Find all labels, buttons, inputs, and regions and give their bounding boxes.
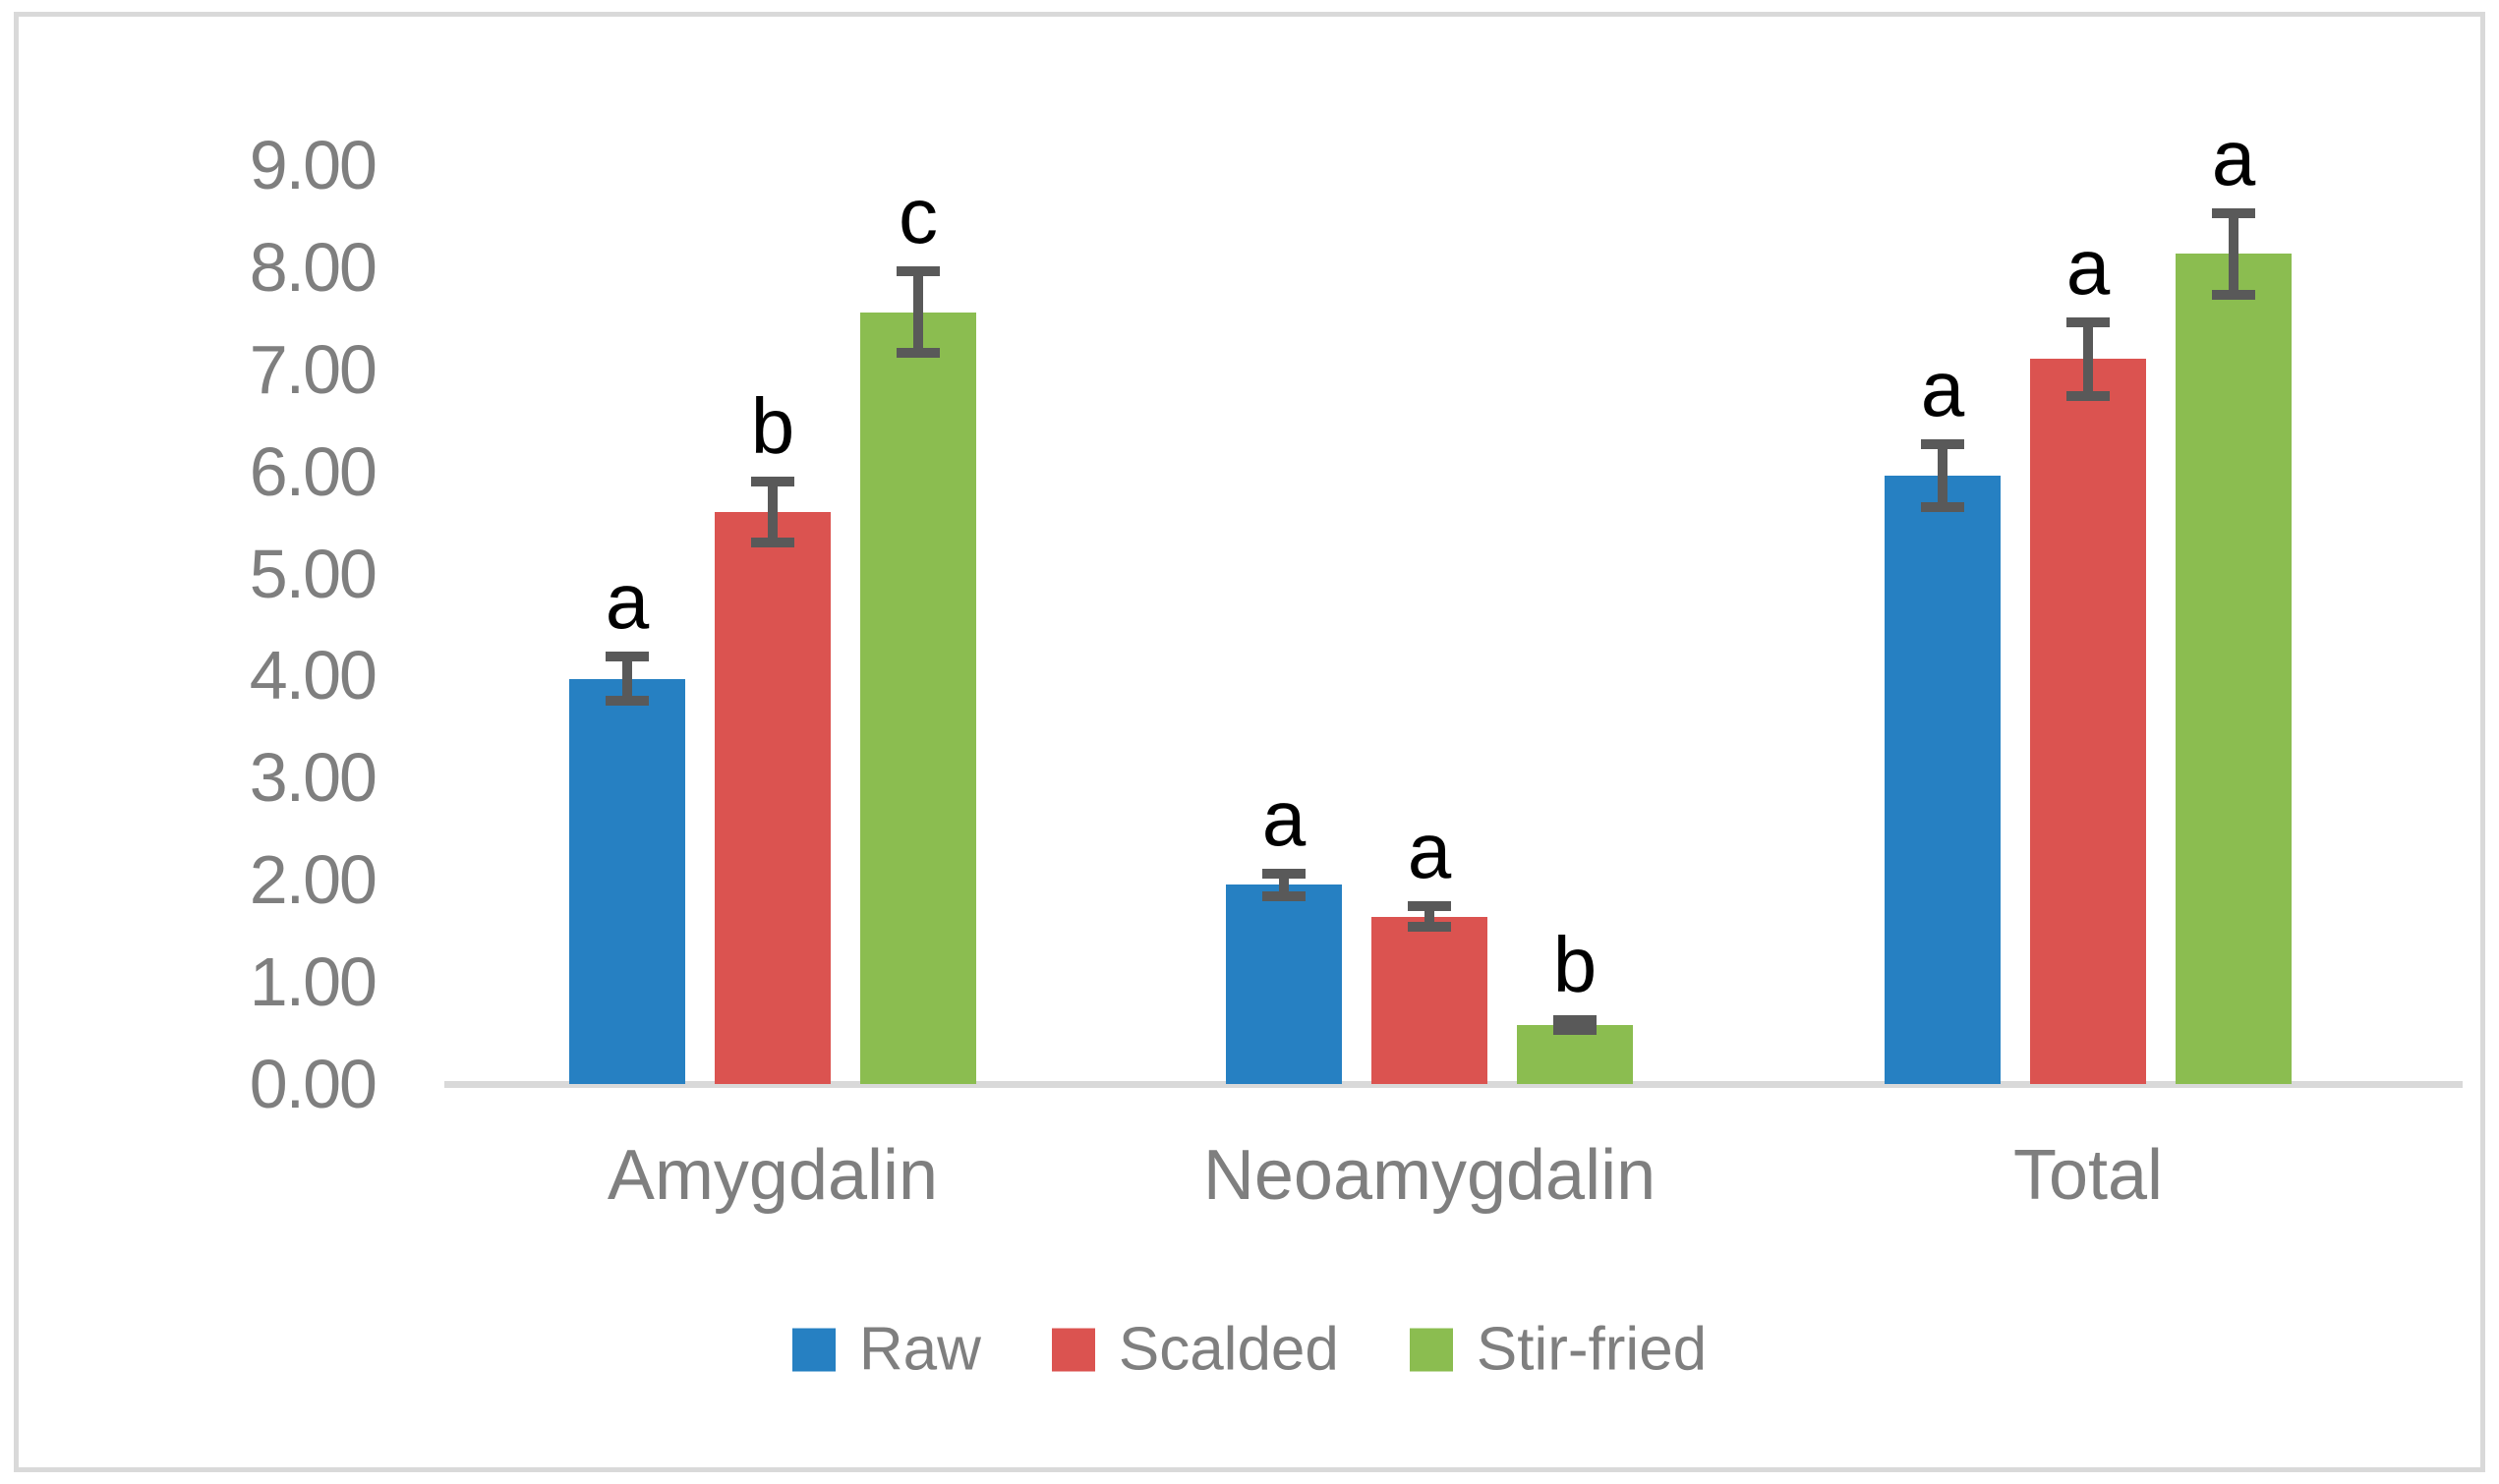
error-bar-line — [1570, 1019, 1580, 1030]
error-bar-line — [1938, 443, 1947, 507]
y-tick-label: 0.00 — [249, 1046, 378, 1122]
error-bar-line — [2229, 212, 2238, 295]
error-bar-line — [2083, 321, 2093, 396]
error-bar-line — [1279, 873, 1289, 896]
legend-label: Stir-fried — [1476, 1315, 1708, 1384]
significance-letter: a — [605, 556, 650, 645]
error-bar-cap-bottom — [1553, 1024, 1597, 1035]
error-bar-cap-top — [1921, 438, 1964, 449]
significance-letter: a — [1407, 807, 1452, 895]
error-bar-cap-bottom — [2212, 289, 2255, 300]
bar-stir-fried-total — [2176, 254, 2292, 1084]
y-tick-label: 4.00 — [249, 637, 378, 714]
y-tick-label: 1.00 — [249, 943, 378, 1021]
x-axis-line — [444, 1081, 2463, 1088]
bar-stir-fried-amygdalin — [860, 312, 976, 1084]
significance-letter: a — [1261, 773, 1307, 862]
y-tick-label: 9.00 — [249, 126, 378, 203]
y-tick-label: 8.00 — [249, 228, 378, 306]
legend-item-scalded: Scalded — [1051, 1315, 1339, 1385]
legend: Raw Scalded Stir-fried — [0, 1315, 2499, 1385]
legend-swatch-scalded — [1051, 1328, 1095, 1371]
error-bar-cap-bottom — [1262, 890, 1306, 901]
significance-letter: a — [1920, 344, 1965, 432]
legend-swatch-stir-fried — [1409, 1328, 1453, 1371]
error-bar-cap-bottom — [1408, 921, 1451, 932]
error-bar-line — [622, 656, 632, 702]
error-bar-cap-top — [606, 651, 649, 661]
error-bar-cap-top — [1262, 868, 1306, 879]
error-bar-line — [913, 270, 923, 354]
y-tick-label: 3.00 — [249, 739, 378, 817]
bar-scalded-amygdalin — [715, 512, 831, 1084]
error-bar-cap-top — [2212, 207, 2255, 218]
significance-letter: b — [750, 381, 795, 470]
category-label-total: Total — [2012, 1136, 2164, 1215]
error-bar-cap-top — [1408, 901, 1451, 912]
significance-letter: c — [899, 171, 938, 259]
error-bar-cap-bottom — [897, 348, 940, 359]
error-bar-cap-top — [1553, 1014, 1597, 1025]
error-bar-cap-bottom — [2066, 390, 2110, 401]
category-label-amygdalin: Amygdalin — [607, 1136, 939, 1215]
legend-label: Scalded — [1118, 1315, 1339, 1384]
y-tick-label: 6.00 — [249, 432, 378, 510]
category-label-neoamygdalin: Neoamygdalin — [1202, 1136, 1656, 1215]
error-bar-cap-top — [751, 476, 794, 486]
legend-item-stir-fried: Stir-fried — [1409, 1315, 1708, 1385]
bar-raw-neoamygdalin — [1226, 885, 1342, 1084]
bar-raw-total — [1885, 475, 2001, 1084]
y-tick-label: 2.00 — [249, 841, 378, 919]
error-bar-cap-bottom — [751, 538, 794, 548]
bar-scalded-neoamygdalin — [1371, 916, 1487, 1084]
significance-letter: b — [1552, 920, 1598, 1008]
error-bar-cap-bottom — [606, 696, 649, 707]
legend-item-raw: Raw — [791, 1315, 981, 1385]
bar-raw-amygdalin — [569, 678, 685, 1084]
legend-swatch-raw — [791, 1328, 836, 1371]
figure-border — [14, 12, 2485, 1472]
error-bar-cap-top — [897, 265, 940, 276]
legend-label: Raw — [858, 1315, 981, 1384]
error-bar-cap-bottom — [1921, 501, 1964, 512]
significance-letter: a — [2065, 222, 2111, 311]
error-bar-line — [768, 481, 778, 543]
error-bar-line — [1424, 906, 1434, 927]
y-tick-label: 5.00 — [249, 535, 378, 612]
error-bar-cap-top — [2066, 316, 2110, 327]
significance-letter: a — [2211, 113, 2256, 201]
bar-scalded-total — [2030, 359, 2146, 1084]
y-tick-label: 7.00 — [249, 330, 378, 408]
